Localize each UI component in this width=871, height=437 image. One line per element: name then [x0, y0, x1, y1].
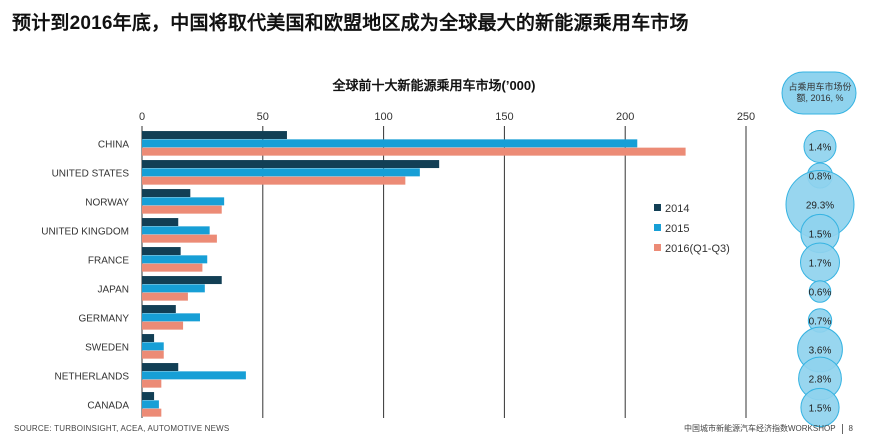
- bar-2015: [142, 226, 210, 235]
- legend-swatch: [654, 204, 661, 211]
- bar-2016q1q3: [142, 350, 164, 359]
- share-label: 0.6%: [809, 288, 832, 299]
- category-label: GERMANY: [78, 314, 129, 325]
- x-tick-label: 150: [495, 111, 513, 123]
- chart-title: 全球前十大新能源乘用车市场(’000): [332, 78, 536, 93]
- category-label: CANADA: [87, 401, 129, 412]
- bar-2015: [142, 139, 638, 148]
- bar-2014: [142, 218, 179, 227]
- share-panel-header: [781, 71, 857, 115]
- share-label: 2.8%: [809, 375, 832, 386]
- x-tick-label: 0: [139, 111, 145, 123]
- category-label: FRANCE: [88, 256, 129, 267]
- bar-2014: [142, 131, 287, 140]
- footer-text: 中国城市新能源汽车经济指数WORKSHOP: [683, 424, 836, 433]
- share-label: 3.6%: [809, 346, 832, 357]
- category-label: UNITED KINGDOM: [41, 227, 129, 238]
- bar-2014: [142, 392, 155, 401]
- share-label: 0.7%: [809, 317, 832, 328]
- x-tick-label: 200: [616, 111, 634, 123]
- bar-2015: [142, 342, 164, 351]
- bar-2014: [142, 247, 181, 256]
- legend-swatch: [654, 224, 661, 231]
- bar-2015: [142, 371, 246, 380]
- category-label: CHINA: [98, 140, 129, 151]
- x-tick-label: 250: [737, 111, 755, 123]
- bar-2015: [142, 400, 159, 409]
- share-panel-title-line2: 额, 2016, %: [796, 92, 843, 103]
- bar-2016q1q3: [142, 176, 406, 185]
- share-label: 29.3%: [806, 201, 834, 212]
- category-label: JAPAN: [98, 285, 130, 296]
- bar-2015: [142, 255, 208, 264]
- bar-2015: [142, 168, 420, 177]
- category-label: SWEDEN: [85, 343, 129, 354]
- bar-2015: [142, 197, 225, 206]
- category-label: UNITED STATES: [52, 169, 130, 180]
- share-bubble: [808, 280, 832, 303]
- bar-2015: [142, 313, 200, 322]
- legend-label: 2014: [665, 203, 689, 215]
- page-title: 预计到2016年底，中国将取代美国和欧盟地区成为全球最大的新能源乘用车市场: [12, 13, 689, 34]
- bar-2016q1q3: [142, 147, 686, 156]
- bar-2014: [142, 276, 222, 285]
- share-label: 1.5%: [809, 230, 832, 241]
- bar-2016q1q3: [142, 205, 222, 214]
- share-bubble: [800, 387, 840, 428]
- bar-2016q1q3: [142, 263, 203, 272]
- bar-2016q1q3: [142, 408, 162, 417]
- bar-2014: [142, 334, 155, 343]
- legend-label: 2015: [665, 223, 689, 235]
- page-number: 8: [848, 424, 853, 433]
- legend-swatch: [654, 244, 661, 251]
- bar-2015: [142, 284, 205, 293]
- bar-2016q1q3: [142, 234, 217, 243]
- source-note: SOURCE: TURBOINSIGHT, ACEA, AUTOMOTIVE N…: [14, 424, 230, 433]
- share-label: 0.8%: [809, 172, 832, 183]
- bar-2016q1q3: [142, 292, 188, 301]
- bar-2014: [142, 160, 440, 169]
- x-tick-label: 100: [374, 111, 392, 123]
- legend-label: 2016(Q1-Q3): [665, 243, 730, 255]
- bar-2014: [142, 363, 179, 372]
- footer-right: 中国城市新能源汽车经济指数WORKSHOP 8: [684, 423, 853, 434]
- share-label: 1.7%: [809, 259, 832, 270]
- bar-2014: [142, 305, 176, 314]
- bar-2016q1q3: [142, 379, 162, 388]
- bar-2016q1q3: [142, 321, 184, 330]
- category-label: NORWAY: [85, 198, 129, 209]
- share-label: 1.5%: [809, 404, 832, 415]
- footer-divider: [841, 423, 843, 434]
- share-panel-title: 占乘用车市场份额, 2016, %: [788, 81, 851, 103]
- x-tick-label: 50: [257, 111, 269, 123]
- share-label: 1.4%: [809, 143, 832, 154]
- bar-2014: [142, 189, 191, 198]
- category-label: NETHERLANDS: [55, 372, 130, 383]
- share-panel-title-line1: 占乘用车市场份: [788, 81, 851, 92]
